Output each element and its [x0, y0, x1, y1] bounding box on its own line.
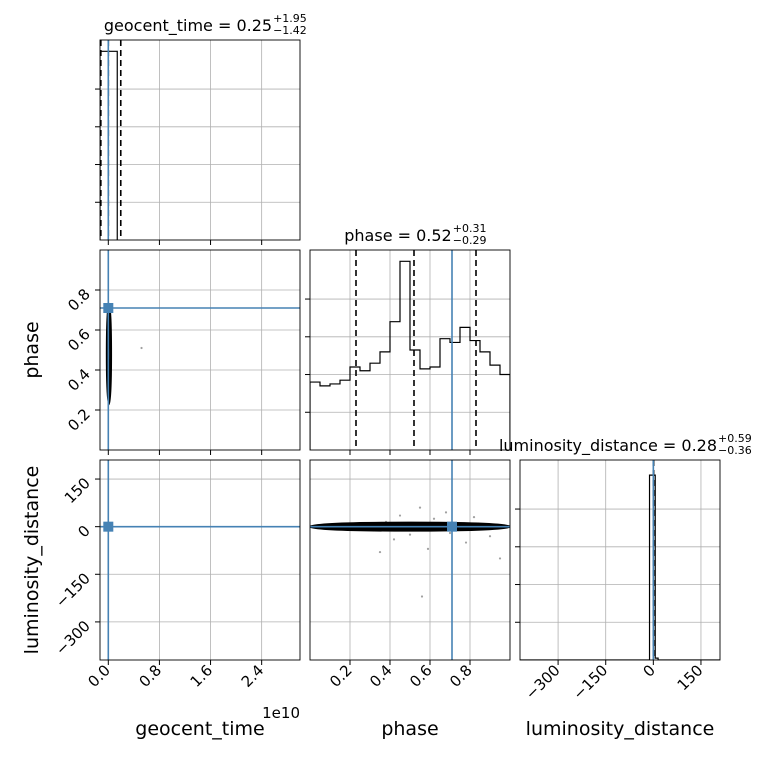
scatter-point-12: [408, 533, 412, 536]
scatter-panel-geocent_time-phase: 0.2 0.4 0.6 0.8: [64, 249, 301, 455]
xtick-label-luminosity_distance-1: −150: [570, 661, 612, 703]
title-geocent_time: geocent_time = 0.25 +1.95−1.42: [104, 12, 307, 37]
panel-frame: [519, 459, 721, 661]
title-upper-error: +0.31: [453, 222, 487, 235]
scatter-point-7: [432, 517, 436, 520]
scatter-panel-geocent_time-luminosity_distance: −300 −150 0 150 0.0 0.8 1.6 2.4: [52, 459, 301, 691]
y-axis-label-luminosity_distance: luminosity_distance: [21, 466, 43, 655]
panel-frame: [309, 459, 511, 661]
histogram-luminosity_distance: [520, 474, 720, 660]
xtick-label-phase-3: 0.8: [446, 661, 476, 691]
y-axis-label-phase: phase: [21, 321, 43, 378]
scatter-point-0: [392, 538, 396, 541]
hist-panel-phase: [305, 249, 511, 455]
scatter-point-13: [444, 511, 448, 514]
truth-marker: [447, 521, 457, 532]
scatter-point-14: [418, 506, 422, 509]
title-text: phase = 0.52: [344, 226, 451, 245]
xtick-label-geocent_time-2: 1.6: [187, 661, 217, 691]
ytick-label-luminosity_distance-0: −300: [52, 617, 94, 659]
hist-panel-luminosity_distance: −300 −150 0 150: [515, 459, 721, 703]
xtick-label-phase-0: 0.2: [326, 661, 356, 691]
title-lower-error: −0.29: [453, 234, 487, 247]
contour-level-1: [310, 523, 510, 530]
panel-frame: [99, 249, 301, 451]
xtick-label-geocent_time-0: 0.0: [84, 661, 114, 691]
x-axis-label-geocent_time: geocent_time: [135, 718, 264, 740]
ytick-label-phase-0: 0.2: [64, 405, 94, 435]
scatter-point-1: [378, 550, 382, 554]
scatter-panel-phase-luminosity_distance: 0.2 0.4 0.6 0.8: [309, 459, 511, 691]
scatter-point-5: [472, 516, 476, 519]
truth-marker: [103, 303, 114, 313]
xtick-label-luminosity_distance-3: 150: [674, 661, 707, 694]
ytick-label-phase-2: 0.6: [64, 325, 94, 355]
title-text: luminosity_distance = 0.28: [499, 436, 717, 456]
panel-frame: [99, 39, 301, 241]
scatter-point-9: [488, 535, 492, 538]
title-phase: phase = 0.52 +0.31−0.29: [344, 222, 486, 247]
xtick-label-luminosity_distance-2: 0: [640, 661, 659, 680]
x-axis-label-phase: phase: [381, 718, 438, 740]
ytick-label-luminosity_distance-1: −150: [52, 569, 94, 611]
title-luminosity_distance: luminosity_distance = 0.28 +0.59−0.36: [499, 432, 752, 457]
xtick-label-geocent_time-3: 2.4: [238, 661, 268, 691]
xtick-label-geocent_time-1: 0.8: [135, 661, 165, 691]
ytick-label-luminosity_distance-3: 150: [61, 474, 94, 507]
scatter-point-4: [464, 541, 468, 544]
histogram-phase: [310, 260, 510, 450]
title-upper-error: +1.95: [273, 12, 307, 25]
scatter-point-6: [398, 514, 402, 517]
scatter-point-10: [498, 557, 502, 560]
panel-frame: [309, 249, 511, 451]
contour-level-0: [310, 521, 510, 532]
xtick-label-luminosity_distance-0: −300: [522, 661, 564, 703]
scatter-point-3: [420, 595, 424, 598]
panel-frame: [99, 459, 301, 661]
ytick-label-luminosity_distance-2: 0: [74, 522, 93, 541]
scatter-point-0: [140, 346, 143, 350]
ytick-label-phase-3: 0.8: [64, 285, 94, 315]
title-lower-error: −0.36: [718, 444, 752, 457]
x-axis-label-luminosity_distance: luminosity_distance: [526, 718, 715, 740]
ytick-label-phase-1: 0.4: [64, 365, 94, 395]
title-upper-error: +0.59: [718, 432, 752, 445]
scatter-point-2: [426, 547, 430, 550]
title-text: geocent_time = 0.25: [104, 16, 272, 36]
truth-marker: [103, 521, 114, 532]
xtick-label-phase-2: 0.6: [406, 661, 436, 691]
scatter-point-8: [448, 531, 452, 535]
xtick-label-phase-1: 0.4: [366, 661, 396, 691]
title-lower-error: −1.42: [273, 24, 307, 37]
offset-text-geocent_time: 1e10: [262, 704, 300, 722]
hist-panel-geocent_time: [95, 39, 301, 245]
